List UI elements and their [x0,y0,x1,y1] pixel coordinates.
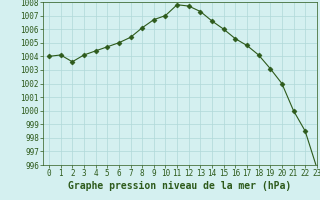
X-axis label: Graphe pression niveau de la mer (hPa): Graphe pression niveau de la mer (hPa) [68,181,292,191]
